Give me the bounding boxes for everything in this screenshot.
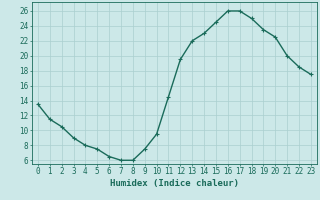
X-axis label: Humidex (Indice chaleur): Humidex (Indice chaleur) — [110, 179, 239, 188]
